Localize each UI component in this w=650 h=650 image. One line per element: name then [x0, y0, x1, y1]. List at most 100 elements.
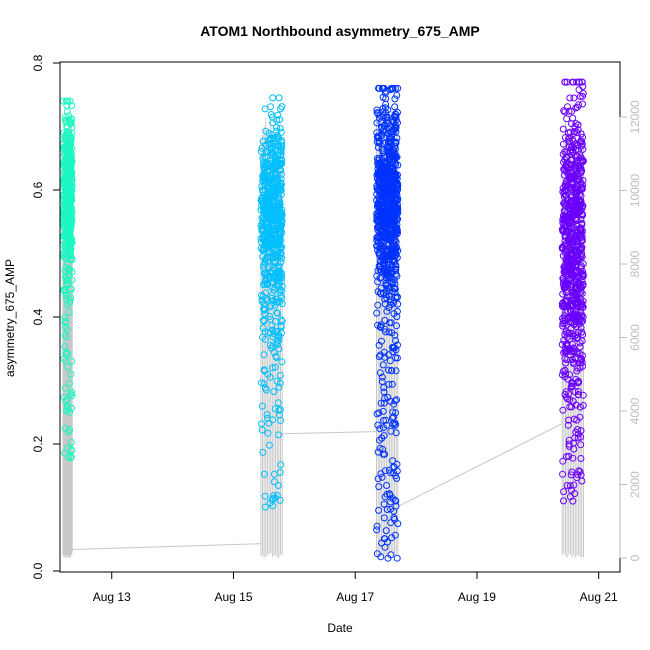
data-point — [380, 158, 388, 166]
data-point — [575, 317, 583, 325]
data-point — [380, 424, 387, 432]
data-point — [393, 203, 401, 211]
data-point — [63, 277, 71, 284]
data-point — [392, 229, 400, 237]
data-point — [278, 254, 286, 262]
data-point — [573, 334, 581, 342]
data-point — [276, 371, 284, 379]
data-point — [393, 554, 401, 562]
data-point — [68, 392, 76, 400]
data-point — [379, 84, 387, 92]
data-point — [261, 328, 269, 336]
data-point — [380, 500, 388, 508]
data-point — [379, 450, 387, 458]
data-point — [376, 425, 384, 433]
data-point — [387, 319, 395, 327]
data-point — [260, 351, 268, 359]
data-point — [385, 351, 393, 359]
data-point — [268, 203, 276, 211]
data-point — [393, 91, 401, 99]
data-point — [391, 531, 399, 539]
data-point — [374, 301, 382, 309]
data-point — [559, 406, 567, 414]
data-point — [65, 428, 73, 436]
data-point — [382, 95, 390, 103]
data-point — [380, 153, 388, 160]
data-point — [375, 171, 383, 178]
data-point — [376, 436, 383, 444]
data-point — [67, 118, 75, 126]
data-point — [378, 373, 386, 381]
data-point — [273, 377, 281, 385]
data-point — [61, 449, 69, 457]
points-layer — [59, 78, 587, 562]
data-point — [268, 344, 275, 352]
data-point — [391, 95, 399, 103]
data-point — [277, 316, 285, 324]
data-point — [578, 140, 586, 148]
data-point — [393, 307, 401, 315]
data-point — [561, 108, 569, 116]
series-2 — [257, 94, 286, 511]
data-point — [388, 329, 396, 337]
data-point — [268, 283, 276, 291]
data-point — [561, 319, 569, 327]
data-point — [60, 176, 68, 184]
data-point — [387, 551, 395, 559]
data-point — [394, 182, 402, 190]
data-point — [575, 282, 583, 290]
data-point — [259, 448, 267, 456]
data-point — [566, 147, 574, 155]
data-point — [563, 340, 571, 348]
data-point — [382, 416, 390, 424]
data-point — [373, 550, 381, 558]
data-point — [63, 190, 71, 198]
data-point — [571, 278, 579, 286]
data-point — [375, 341, 383, 349]
data-point — [559, 299, 567, 307]
data-point — [563, 227, 571, 235]
data-point — [278, 317, 286, 325]
data-point — [378, 473, 386, 481]
data-point — [270, 188, 278, 196]
data-point — [63, 151, 71, 159]
data-point — [66, 379, 73, 387]
data-point — [393, 474, 401, 482]
data-point — [381, 218, 389, 226]
data-point — [390, 231, 397, 239]
data-point — [380, 514, 388, 522]
data-point — [578, 185, 586, 193]
data-point — [572, 275, 579, 283]
data-point — [389, 495, 397, 503]
data-point — [263, 296, 271, 304]
data-point — [393, 322, 400, 330]
data-point — [268, 239, 276, 247]
data-point — [379, 188, 387, 196]
data-point — [383, 538, 391, 546]
data-point — [394, 293, 401, 301]
data-point — [564, 421, 572, 429]
data-point — [564, 375, 572, 383]
data-point — [275, 431, 282, 439]
data-point — [267, 315, 275, 323]
data-point — [275, 406, 283, 414]
data-point — [383, 307, 391, 315]
data-point — [579, 181, 587, 189]
data-point — [263, 411, 271, 419]
data-point — [567, 348, 575, 356]
data-point — [67, 294, 75, 302]
data-point — [263, 279, 271, 287]
data-point — [559, 276, 567, 284]
data-point — [568, 340, 576, 348]
data-point — [374, 226, 382, 234]
data-point — [389, 203, 397, 210]
data-point — [67, 370, 75, 378]
data-point — [68, 195, 76, 203]
data-point — [373, 522, 381, 530]
data-point — [562, 154, 570, 162]
data-point — [392, 367, 400, 375]
data-point — [264, 429, 272, 437]
data-point — [274, 399, 282, 407]
data-point — [579, 145, 587, 153]
data-point — [376, 369, 384, 377]
